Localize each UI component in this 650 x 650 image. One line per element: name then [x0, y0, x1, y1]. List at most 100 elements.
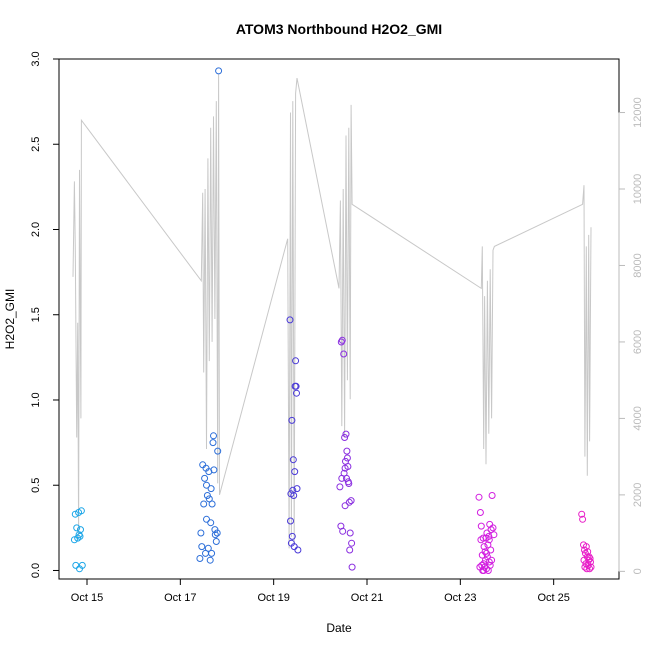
data-point	[73, 524, 81, 532]
y-axis-label: H2O2_GMI	[3, 289, 17, 350]
data-point	[487, 546, 495, 554]
data-point	[337, 338, 345, 346]
data-point	[345, 498, 353, 506]
data-points	[70, 67, 595, 574]
data-point	[578, 510, 586, 518]
data-point	[210, 466, 218, 474]
data-point	[480, 567, 488, 574]
data-point	[338, 336, 346, 344]
y2-axis: 0 2000 4000 6000 8000 10000 12000	[618, 97, 644, 574]
data-point	[348, 563, 356, 571]
data-point	[487, 526, 495, 534]
data-point	[476, 509, 484, 516]
data-point	[289, 486, 297, 494]
data-point	[346, 546, 354, 554]
data-point	[211, 531, 219, 539]
x-axis-label: Date	[326, 621, 352, 635]
data-point	[347, 497, 355, 505]
data-point	[585, 556, 593, 564]
data-point	[586, 555, 594, 562]
altitude-series	[72, 74, 592, 549]
data-point	[489, 524, 497, 532]
data-point	[343, 447, 351, 455]
data-point	[341, 502, 349, 510]
data-point	[293, 485, 301, 493]
data-point	[583, 565, 591, 573]
x-tick-label: Oct 15	[71, 592, 103, 604]
data-point	[486, 561, 494, 569]
data-point	[477, 522, 485, 530]
x-tick-label: Oct 23	[444, 592, 476, 604]
y-tick-label: 2.5	[30, 137, 42, 152]
data-point	[341, 434, 349, 441]
data-point	[210, 432, 217, 440]
y2-tick-label: 4000	[632, 406, 644, 430]
data-point	[586, 565, 594, 573]
x-tick-label: Oct 19	[257, 592, 289, 604]
y-tick-label: 2.0	[30, 222, 42, 237]
data-point	[71, 510, 79, 518]
data-point	[198, 543, 206, 551]
data-point	[288, 416, 296, 424]
data-point	[292, 357, 300, 365]
data-point	[286, 316, 294, 324]
altitude-line	[72, 74, 592, 549]
data-point	[207, 485, 215, 493]
data-point	[203, 481, 210, 489]
data-point	[291, 468, 299, 476]
data-point	[200, 500, 208, 508]
data-point	[289, 456, 297, 464]
data-point	[206, 556, 214, 564]
y2-tick-label: 6000	[632, 330, 644, 354]
chart-title: ATOM3 Northbound H2O2_GMI	[236, 21, 442, 37]
data-point	[483, 529, 491, 537]
y-tick-label: 1.5	[30, 307, 42, 322]
data-point	[77, 507, 85, 515]
data-point	[582, 543, 590, 551]
data-point	[212, 538, 220, 545]
data-point	[77, 526, 84, 534]
data-point	[201, 474, 209, 482]
data-point	[345, 480, 353, 487]
data-point	[348, 539, 356, 547]
y-tick-label: 1.0	[30, 392, 42, 407]
data-point	[203, 515, 210, 523]
data-point	[209, 439, 217, 447]
data-point	[70, 536, 78, 544]
data-point	[213, 529, 221, 537]
data-point	[579, 515, 587, 523]
data-point	[290, 492, 298, 499]
y2-tick-label: 10000	[632, 174, 644, 205]
y2-tick-label: 0	[632, 568, 644, 574]
data-point	[490, 531, 498, 539]
data-point	[215, 67, 223, 75]
data-point	[196, 555, 204, 562]
plot-frame	[58, 58, 620, 580]
data-point	[475, 493, 483, 501]
data-point	[204, 544, 212, 552]
data-point	[339, 527, 347, 535]
data-point	[292, 382, 300, 390]
y2-tick-label: 2000	[632, 483, 644, 507]
y2-tick-label: 8000	[632, 253, 644, 277]
data-point	[336, 483, 344, 491]
y2-tick-label: 12000	[632, 97, 644, 128]
y-tick-label: 3.0	[30, 51, 42, 66]
data-point	[203, 492, 211, 499]
data-point	[208, 500, 216, 508]
data-point	[587, 558, 594, 566]
data-point	[341, 464, 349, 472]
data-point	[205, 495, 213, 503]
data-point	[288, 532, 296, 540]
data-point	[488, 492, 496, 499]
data-point	[587, 563, 595, 571]
data-point	[342, 430, 350, 438]
data-point	[197, 529, 205, 537]
x-tick-label: Oct 17	[164, 592, 196, 604]
data-point	[294, 546, 302, 554]
data-point	[346, 529, 354, 537]
x-tick-label: Oct 21	[351, 592, 383, 604]
data-point	[585, 553, 593, 561]
y-tick-label: 0.5	[30, 478, 42, 493]
